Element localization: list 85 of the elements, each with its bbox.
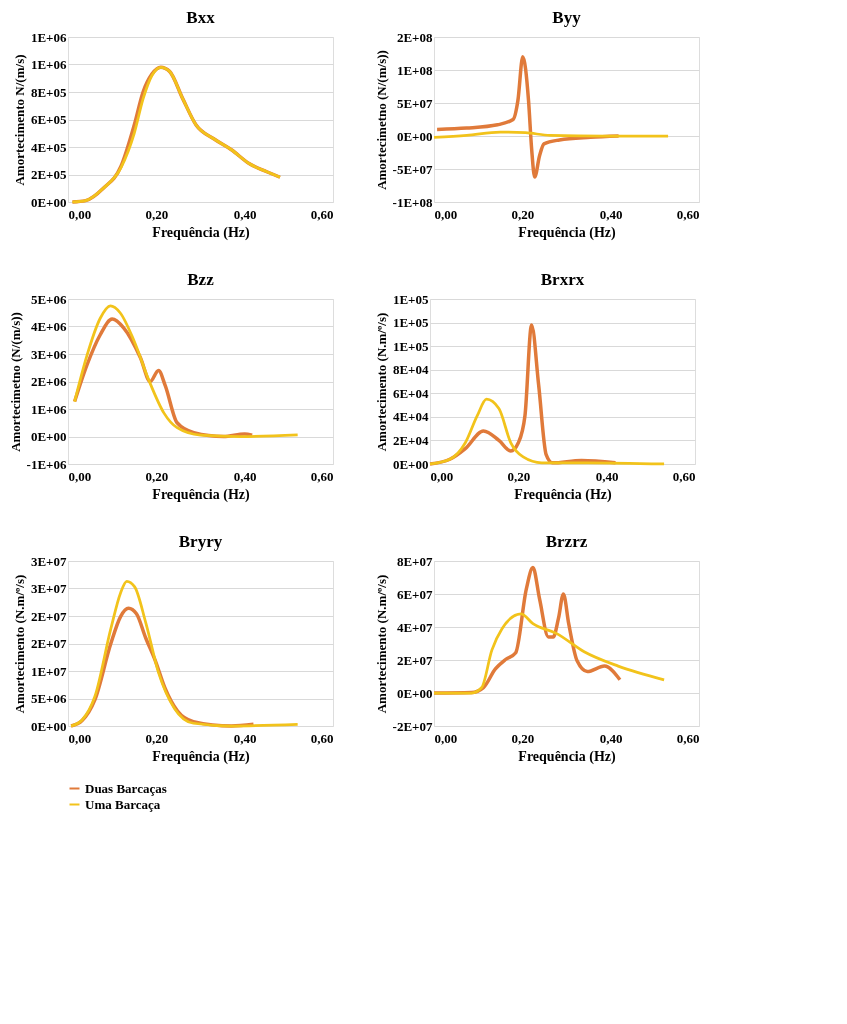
x-axis-title: Frequência (Hz) xyxy=(152,486,250,503)
y-tick-label: 8E+07 xyxy=(396,553,433,569)
y-tick-label: 2E+07 xyxy=(30,608,67,624)
y-tick-label: 2E+08 xyxy=(396,29,433,45)
legend-label: Uma Barcaça xyxy=(85,796,161,812)
y-tick-label: 6E+04 xyxy=(392,385,429,401)
y-tick-label: 4E+04 xyxy=(392,409,429,425)
x-tick-label: 0,60 xyxy=(672,468,696,484)
y-tick-label: 6E+07 xyxy=(396,586,433,602)
x-tick-label: 0,60 xyxy=(310,468,334,484)
y-tick-label: 5E+06 xyxy=(30,691,67,706)
y-tick-label: 3E+07 xyxy=(30,553,67,569)
chart-title: Bryry xyxy=(178,532,223,551)
chart-title: Bxx xyxy=(186,8,216,27)
y-tick-label: -2E+07 xyxy=(392,718,433,734)
x-tick-label: 0,60 xyxy=(310,730,334,746)
y-tick-label: 1E+06 xyxy=(30,29,67,45)
y-tick-label: -1E+06 xyxy=(26,456,67,472)
y-tick-label: 0E+00 xyxy=(30,194,67,210)
y-tick-label: 4E+05 xyxy=(30,139,67,155)
x-tick-label: 0,00 xyxy=(434,730,458,746)
x-tick-label: 0,20 xyxy=(507,468,531,484)
y-axis-title: Amortecimetno (N/(m/s)) xyxy=(373,50,389,190)
chart-title: Brzrz xyxy=(545,532,588,551)
y-tick-label: 2E+07 xyxy=(396,652,433,668)
y-tick-label: 8E+04 xyxy=(392,362,429,378)
y-axis-title: Amortecimento (N.m/º/s) xyxy=(11,574,27,714)
chart-title: Brxrx xyxy=(540,270,585,289)
y-tick-label: 2E+07 xyxy=(30,636,67,651)
y-tick-label: 0E+00 xyxy=(30,429,67,444)
y-tick-label: 0E+00 xyxy=(396,685,433,701)
y-tick-label: 4E+07 xyxy=(396,619,433,635)
y-tick-label: 2E+05 xyxy=(30,167,67,182)
x-axis-title: Frequência (Hz) xyxy=(152,748,250,765)
x-tick-label: 0,00 xyxy=(68,730,92,746)
x-tick-label: 0,20 xyxy=(145,730,169,746)
y-tick-label: 3E+06 xyxy=(30,346,67,362)
y-tick-label: 1E+06 xyxy=(30,401,67,417)
y-axis-title: Amortecimetno (N/(m/s)) xyxy=(7,312,23,452)
x-tick-label: 0,00 xyxy=(430,468,454,484)
x-tick-label: 0,40 xyxy=(595,468,619,484)
y-tick-label: 5E+06 xyxy=(30,291,67,307)
x-tick-label: 0,00 xyxy=(68,468,92,484)
y-tick-label: 2E+04 xyxy=(392,432,429,448)
y-tick-label: 1E+06 xyxy=(30,57,67,72)
chart-title: Bzz xyxy=(187,270,215,289)
x-tick-label: 0,20 xyxy=(145,468,169,484)
y-tick-label: 1E+05 xyxy=(392,315,429,331)
x-tick-label: 0,60 xyxy=(676,730,700,746)
x-tick-label: 0,00 xyxy=(68,206,92,222)
x-tick-label: 0,00 xyxy=(434,206,458,222)
x-tick-label: 0,40 xyxy=(233,730,257,746)
y-tick-label: 0E+00 xyxy=(392,456,429,472)
y-axis-title: Amortecimento N/(m/s) xyxy=(11,54,27,186)
y-tick-label: 5E+07 xyxy=(396,95,433,111)
y-tick-label: 1E+07 xyxy=(30,663,67,679)
y-tick-label: 1E+05 xyxy=(392,338,429,354)
x-tick-label: 0,40 xyxy=(233,468,257,484)
x-tick-label: 0,20 xyxy=(511,730,535,746)
y-tick-label: 0E+00 xyxy=(30,718,67,734)
y-axis-title: Amortecimento (N.m/º/s) xyxy=(373,574,389,714)
y-tick-label: -5E+07 xyxy=(392,161,433,177)
y-tick-label: 2E+06 xyxy=(30,374,67,389)
x-tick-label: 0,40 xyxy=(599,206,623,222)
x-axis-title: Frequência (Hz) xyxy=(152,224,250,241)
y-axis-title: Amortecimento (N.m/º/s) xyxy=(373,312,389,452)
y-tick-label: 4E+06 xyxy=(30,319,67,334)
legend-label: Duas Barcaças xyxy=(85,780,167,796)
y-tick-label: 8E+05 xyxy=(30,84,67,100)
y-tick-label: -1E+08 xyxy=(392,194,433,210)
x-tick-label: 0,40 xyxy=(233,206,257,222)
y-tick-label: 3E+07 xyxy=(30,581,67,596)
x-axis-title: Frequência (Hz) xyxy=(518,224,616,241)
x-tick-label: 0,20 xyxy=(511,206,535,222)
x-tick-label: 0,20 xyxy=(145,206,169,222)
y-tick-label: 0E+00 xyxy=(396,128,433,144)
y-tick-label: 1E+05 xyxy=(392,291,429,307)
chart-title: Byy xyxy=(552,8,582,27)
x-axis-title: Frequência (Hz) xyxy=(514,486,612,503)
y-tick-label: 6E+05 xyxy=(30,112,67,127)
x-axis-title: Frequência (Hz) xyxy=(518,748,616,765)
x-tick-label: 0,60 xyxy=(310,206,334,222)
x-tick-label: 0,60 xyxy=(676,206,700,222)
y-tick-label: 1E+08 xyxy=(396,62,433,78)
x-tick-label: 0,40 xyxy=(599,730,623,746)
